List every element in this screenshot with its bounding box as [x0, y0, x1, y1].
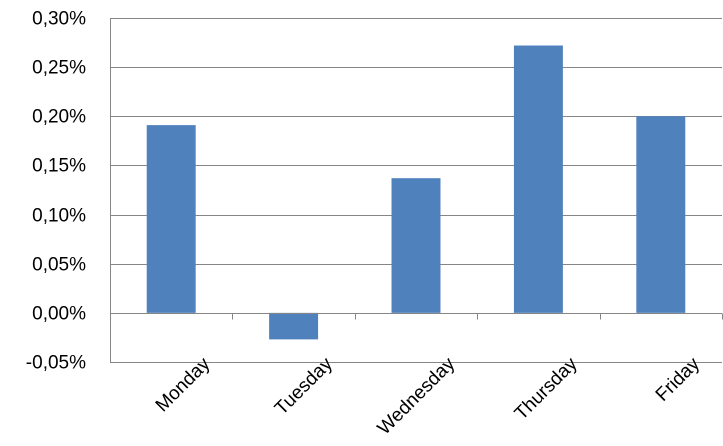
y-tick-label: 0,10%: [32, 206, 86, 227]
y-tick-label: 0,15%: [32, 156, 86, 177]
axes: [110, 18, 723, 362]
y-tick-label: 0,05%: [32, 255, 86, 276]
x-tick-label-tuesday: Tuesday: [271, 353, 337, 419]
x-tick-label-wednesday: Wednesday: [374, 353, 460, 439]
x-tick-label-thursday: Thursday: [511, 353, 582, 424]
y-axis-tick-labels: 0,30% 0,25% 0,20% 0,15% 0,10% 0,05% 0,00% -0,05…: [26, 9, 86, 374]
y-tick-label: 0,25%: [32, 58, 86, 79]
x-axis-tick-labels: Monday Tuesday Wednesday Thursday Friday: [152, 353, 705, 439]
bar-wednesday: [391, 178, 441, 313]
bars: [146, 45, 686, 340]
bar-friday: [636, 116, 686, 313]
y-tick-label: 0,30%: [32, 9, 86, 30]
y-tick-label: 0,20%: [32, 107, 86, 128]
bar-thursday: [513, 45, 563, 313]
y-tick-label: 0,00%: [32, 304, 86, 325]
bar-tuesday: [269, 312, 319, 340]
x-tick-label-friday: Friday: [652, 353, 705, 406]
y-tick-label: -0,05%: [26, 353, 86, 374]
bar-monday: [146, 125, 196, 313]
